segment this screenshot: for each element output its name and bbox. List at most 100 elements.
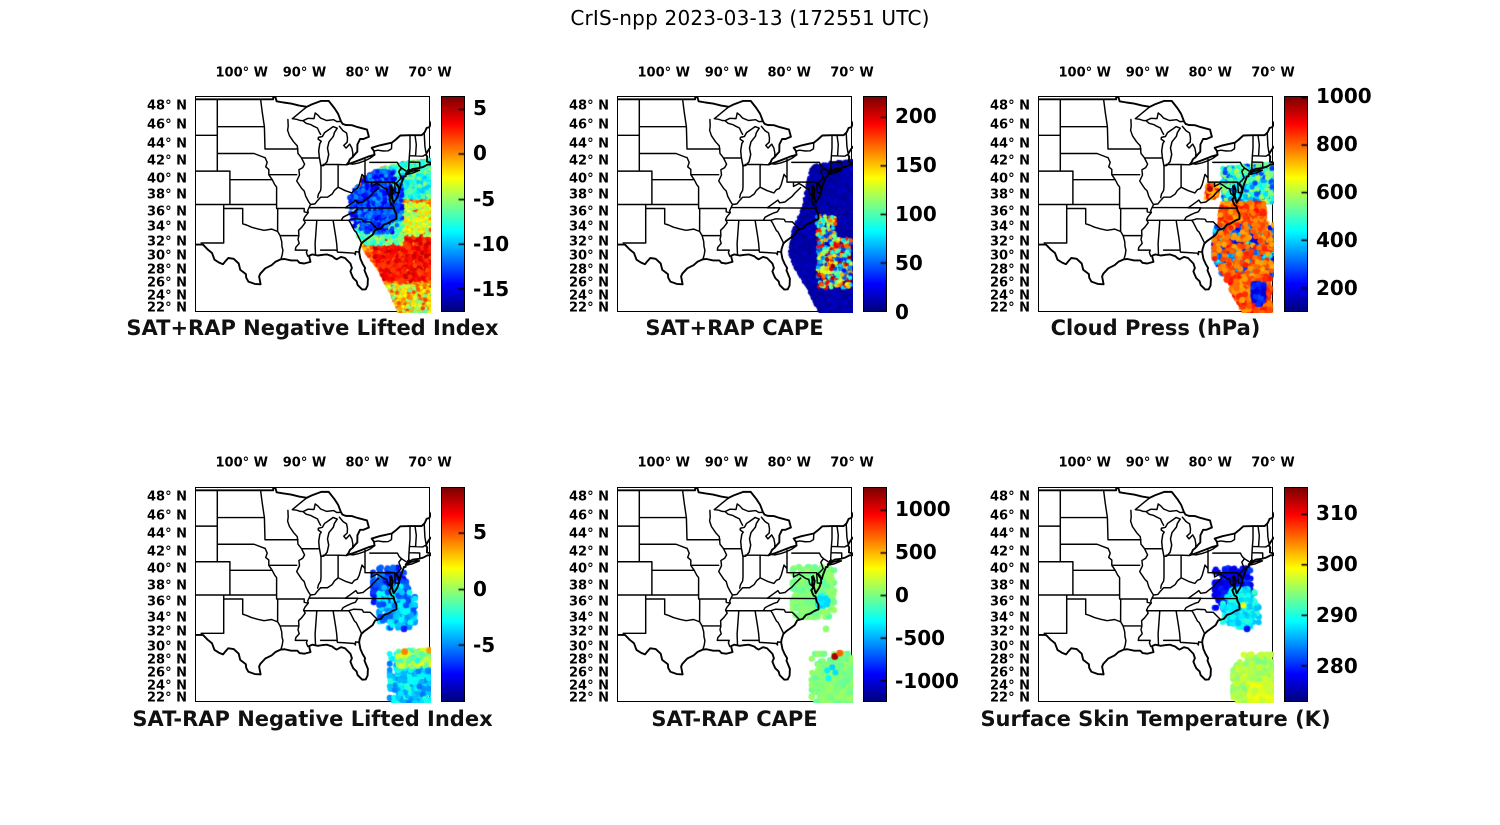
panel-title-sat-minus-rap-cape: SAT-RAP CAPE — [651, 707, 818, 731]
lon-tick-label: 90° W — [282, 65, 327, 81]
lat-tick-label: 46° N — [990, 508, 1030, 524]
basemap-us-state-borders — [618, 97, 853, 291]
lat-tick-label: 22° N — [147, 690, 187, 706]
lat-tick-label: 44° N — [569, 526, 609, 542]
lon-tick-label: 70° W — [1251, 65, 1295, 81]
lon-tick-label: 80° W — [1188, 65, 1232, 81]
colorbar-tick-label: 150 — [895, 152, 937, 177]
colorbar-tick-label: 1000 — [895, 496, 951, 521]
lat-tick-label: 34° N — [990, 610, 1030, 625]
lat-tick-label: 44° N — [569, 136, 609, 152]
lat-tick-label: 40° N — [990, 171, 1030, 187]
lat-tick-label: 44° N — [990, 526, 1030, 542]
lon-tick-label: 100° W — [637, 65, 690, 81]
lon-tick-label: 100° W — [215, 455, 268, 471]
colorbar-tick-label: -500 — [895, 625, 946, 650]
map-cloud-press-hpa — [1038, 96, 1274, 313]
lat-tick-label: 32° N — [990, 624, 1030, 640]
lat-tick-label: 42° N — [990, 544, 1030, 560]
lat-tick-label: 40° N — [990, 561, 1030, 577]
lon-tick-label: 80° W — [345, 455, 389, 471]
lon-tick-label: 70° W — [830, 65, 874, 81]
colorbar-tick-label: 0 — [895, 300, 909, 324]
lon-tick-label: 90° W — [1125, 65, 1170, 81]
lat-tick-label: 30° N — [569, 248, 609, 264]
lat-tick-label: 30° N — [990, 248, 1030, 264]
lat-tick-label: 28° N — [147, 652, 187, 668]
colorbar-tick-label: -15 — [473, 277, 510, 302]
lat-tick-label: 26° N — [147, 665, 187, 681]
lon-tick-label: 80° W — [345, 65, 389, 81]
colorbar-tick-label: -5 — [473, 633, 496, 658]
map-surface-skin-temperature-k — [1038, 487, 1274, 703]
lon-tick-label: 90° W — [1125, 455, 1170, 471]
lat-tick-label: 48° N — [569, 489, 609, 505]
lat-tick-label: 26° N — [147, 275, 187, 291]
lat-tick-label: 36° N — [147, 594, 187, 610]
colorbar-sat-plus-rap-negative-lifted-index — [441, 96, 465, 312]
lat-tick-label: 32° N — [569, 624, 609, 640]
lat-tick-label: 38° N — [569, 187, 609, 203]
map-sat-minus-rap-negative-lifted-index — [195, 487, 431, 703]
lat-tick-label: 38° N — [147, 187, 187, 203]
colorbar-tick-label: 800 — [1316, 132, 1358, 156]
lat-tick-label: 28° N — [569, 262, 609, 278]
lat-tick-label: 48° N — [990, 489, 1030, 505]
lat-tick-label: 42° N — [990, 153, 1030, 169]
lat-tick-label: 24° N — [990, 288, 1030, 304]
colorbar-tick-label: 280 — [1316, 654, 1358, 679]
lat-tick-label: 36° N — [147, 204, 187, 220]
colorbar-tick-label: 600 — [1316, 180, 1358, 204]
lat-tick-label: 24° N — [990, 678, 1030, 694]
lat-tick-label: 48° N — [990, 98, 1030, 114]
map-sat-plus-rap-negative-lifted-index — [195, 96, 431, 313]
colorbar-tick-label: 0 — [473, 141, 487, 166]
lat-tick-label: 28° N — [990, 652, 1030, 668]
lat-tick-label: 22° N — [990, 690, 1030, 706]
lat-tick-label: 46° N — [569, 117, 609, 133]
lat-tick-label: 34° N — [569, 610, 609, 625]
basemap-us-state-borders — [1039, 97, 1274, 291]
lat-tick-label: 44° N — [147, 136, 187, 152]
lat-tick-label: 46° N — [569, 508, 609, 524]
colorbar-tick-label: 0 — [895, 582, 909, 607]
colorbar-cloud-press-hpa — [1284, 96, 1308, 312]
lon-tick-label: 100° W — [215, 65, 268, 81]
lat-tick-label: 30° N — [147, 248, 187, 264]
colorbar-tick-label: 400 — [1316, 228, 1358, 252]
lat-tick-label: 30° N — [569, 639, 609, 655]
lat-tick-label: 38° N — [569, 578, 609, 594]
lat-tick-label: 26° N — [990, 665, 1030, 681]
colorbar-sat-minus-rap-cape — [863, 487, 887, 702]
lat-tick-label: 42° N — [569, 544, 609, 560]
lat-tick-label: 40° N — [569, 171, 609, 187]
lat-tick-label: 36° N — [990, 204, 1030, 220]
lat-tick-label: 30° N — [147, 639, 187, 655]
basemap-us-state-borders — [618, 488, 853, 681]
colorbar-tick-label: 310 — [1316, 500, 1358, 525]
lat-tick-label: 46° N — [147, 117, 187, 133]
lat-tick-label: 44° N — [147, 526, 187, 542]
lat-tick-label: 40° N — [147, 561, 187, 577]
colorbar-tick-label: 5 — [473, 520, 487, 545]
lat-tick-label: 40° N — [569, 561, 609, 577]
lon-tick-label: 80° W — [1188, 455, 1232, 471]
lat-tick-label: 24° N — [147, 288, 187, 304]
lat-tick-label: 36° N — [569, 204, 609, 220]
lat-tick-label: 46° N — [990, 117, 1030, 133]
panel-title-sat-plus-rap-negative-lifted-index: SAT+RAP Negative Lifted Index — [126, 316, 499, 340]
lat-tick-label: 42° N — [569, 153, 609, 169]
colorbar-surface-skin-temperature-k — [1284, 487, 1308, 702]
basemap-us-state-borders — [1039, 488, 1274, 681]
lat-tick-label: 34° N — [147, 610, 187, 625]
lon-tick-label: 90° W — [704, 65, 749, 81]
panel-title-cloud-press-hpa: Cloud Press (hPa) — [1050, 316, 1261, 340]
lat-tick-label: 34° N — [990, 219, 1030, 235]
lon-tick-label: 80° W — [767, 65, 811, 81]
panel-title-surface-skin-temperature-k: Surface Skin Temperature (K) — [980, 707, 1331, 731]
basemap-us-state-borders — [196, 488, 431, 681]
panel-title-sat-minus-rap-negative-lifted-index: SAT-RAP Negative Lifted Index — [132, 707, 493, 731]
lon-tick-label: 70° W — [408, 455, 452, 471]
lat-tick-label: 28° N — [569, 652, 609, 668]
lon-tick-label: 100° W — [1058, 65, 1111, 81]
